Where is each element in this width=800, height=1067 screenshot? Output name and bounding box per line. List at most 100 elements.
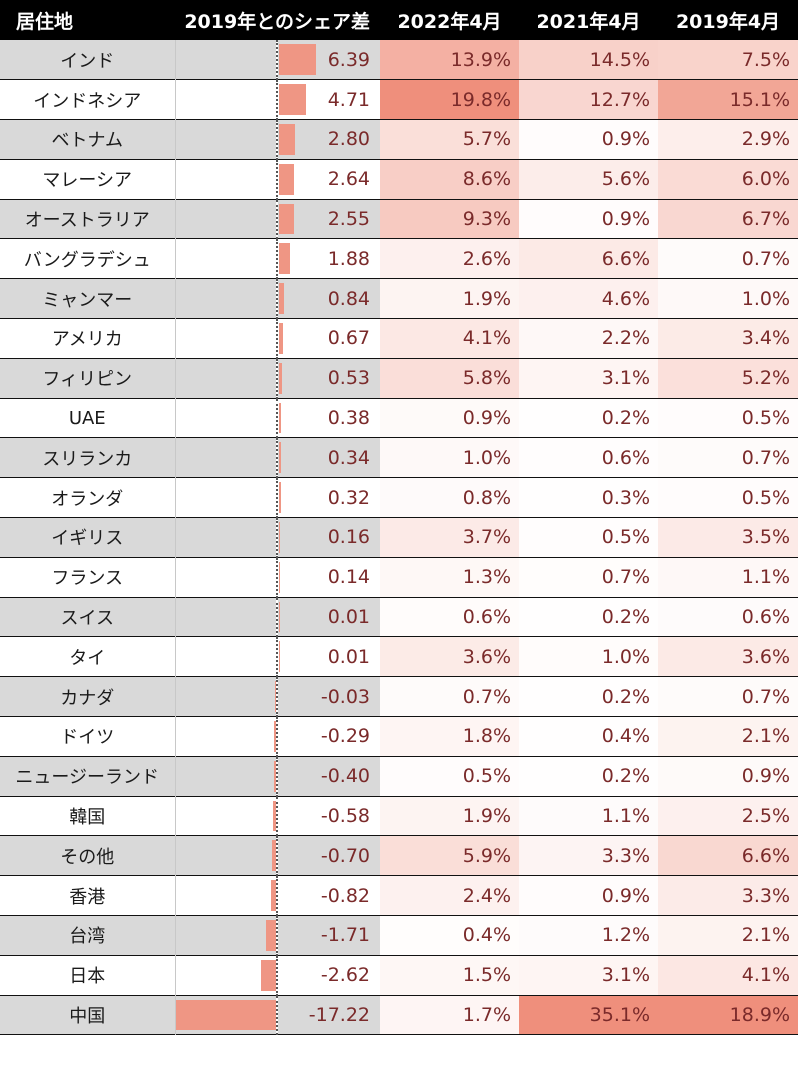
diff-bar <box>279 522 280 553</box>
share-cell-y2019: 0.6% <box>658 597 799 637</box>
country-cell: UAE <box>0 398 176 438</box>
share-cell-y2019: 0.7% <box>658 238 799 279</box>
diff-value: 0.53 <box>327 367 371 390</box>
diff-value: -0.29 <box>320 725 371 748</box>
country-cell: 日本 <box>0 955 176 996</box>
header-country[interactable]: 居住地 <box>16 10 74 33</box>
share-cell-y2019: 2.1% <box>658 716 799 757</box>
diff-cell: 2.55 <box>277 199 381 239</box>
diff-bar-cell <box>175 199 278 239</box>
diff-bar-cell <box>175 119 278 160</box>
diff-bar <box>279 323 283 354</box>
share-cell-y2021: 5.6% <box>519 159 659 200</box>
share-cell-y2022: 13.9% <box>380 40 520 80</box>
header-diff[interactable]: 2019年とのシェア差 <box>184 10 371 33</box>
diff-cell: -0.58 <box>277 796 380 836</box>
diff-bar <box>266 920 276 951</box>
diff-value: 4.71 <box>327 88 371 111</box>
share-cell-y2022: 0.5% <box>380 756 520 797</box>
diff-bar <box>273 760 276 792</box>
share-cell-y2022: 5.7% <box>380 119 520 160</box>
share-table: 居住地 2019年とのシェア差 2022年4月 2021年4月 2019年4月 … <box>0 0 799 1035</box>
diff-value: 1.88 <box>327 247 371 270</box>
diff-cell: 0.34 <box>277 437 381 478</box>
country-cell: マレーシア <box>0 159 176 200</box>
diff-bar-cell <box>175 477 278 518</box>
diff-value: -0.40 <box>320 765 371 788</box>
country-cell: 台湾 <box>0 915 176 956</box>
diff-bar <box>271 880 276 912</box>
share-cell-y2019: 0.7% <box>658 437 799 478</box>
share-cell-y2021: 35.1% <box>519 995 659 1035</box>
share-cell-y2019: 6.0% <box>658 159 799 200</box>
diff-bar <box>279 482 281 514</box>
share-cell-y2022: 0.4% <box>380 915 520 956</box>
diff-bar-cell <box>175 756 278 797</box>
diff-value: 0.38 <box>327 407 371 430</box>
share-cell-y2022: 4.1% <box>380 318 520 359</box>
header-2022[interactable]: 2022年4月 <box>397 10 502 33</box>
diff-value: 2.80 <box>327 128 371 151</box>
diff-cell: 6.39 <box>277 40 381 80</box>
country-cell: 中国 <box>0 995 176 1035</box>
share-cell-y2022: 1.7% <box>380 995 520 1035</box>
header-2019[interactable]: 2019年4月 <box>675 10 781 33</box>
diff-bar-cell <box>175 955 278 996</box>
share-cell-y2021: 4.6% <box>519 278 659 319</box>
share-cell-y2019: 18.9% <box>658 995 799 1035</box>
diff-cell: -0.29 <box>277 717 380 757</box>
share-cell-y2021: 1.2% <box>519 915 659 956</box>
diff-cell: -17.22 <box>277 995 381 1035</box>
diff-value: 0.16 <box>327 526 371 549</box>
country-cell: タイ <box>0 636 176 677</box>
table-row: カナダ -0.03 0.7% 0.2% 0.7% <box>0 676 799 717</box>
diff-value: -17.22 <box>308 1004 371 1027</box>
share-cell-y2021: 0.4% <box>519 716 659 757</box>
diff-bar-cell <box>175 159 278 200</box>
table-row: タイ 0.01 3.6% 1.0% 3.6% <box>0 636 799 677</box>
table-row: イギリス 0.16 3.7% 0.5% 3.5% <box>0 517 799 558</box>
table-row: ドイツ -0.29 1.8% 0.4% 2.1% <box>0 716 799 757</box>
diff-cell: 0.84 <box>277 278 381 319</box>
country-cell: カナダ <box>0 676 176 717</box>
diff-bar <box>279 561 280 593</box>
country-cell: オランダ <box>0 477 176 518</box>
country-cell: インド <box>0 40 176 80</box>
share-cell-y2019: 4.1% <box>658 955 799 996</box>
diff-bar <box>176 999 276 1031</box>
diff-bar-cell <box>175 40 278 80</box>
share-cell-y2022: 0.6% <box>380 597 520 637</box>
table-row: その他 -0.70 5.9% 3.3% 6.6% <box>0 835 799 876</box>
share-cell-y2021: 2.2% <box>519 318 659 359</box>
share-cell-y2021: 0.9% <box>519 875 659 916</box>
share-cell-y2021: 0.3% <box>519 477 659 518</box>
table-row: スリランカ 0.34 1.0% 0.6% 0.7% <box>0 437 799 478</box>
diff-cell: -2.62 <box>277 955 380 995</box>
header-2021[interactable]: 2021年4月 <box>536 10 641 33</box>
diff-cell: 0.01 <box>277 597 381 637</box>
diff-value: 2.55 <box>327 208 371 231</box>
table-row: インドネシア 4.71 19.8% 12.7% 15.1% <box>0 79 799 120</box>
diff-bar-cell <box>175 716 278 757</box>
country-cell: フィリピン <box>0 358 176 399</box>
share-cell-y2022: 0.7% <box>380 676 520 717</box>
share-cell-y2021: 0.2% <box>519 756 659 797</box>
diff-bar-cell <box>175 597 278 637</box>
header-row: 居住地 2019年とのシェア差 2022年4月 2021年4月 2019年4月 <box>0 0 799 40</box>
diff-bar <box>279 283 284 315</box>
diff-bar <box>279 203 294 235</box>
diff-cell: 0.38 <box>277 398 380 438</box>
diff-bar-cell <box>175 557 278 598</box>
table-body: インド 6.39 13.9% 14.5% 7.5% インドネシア 4.71 19.8% 12.7… <box>0 40 799 1035</box>
diff-bar-cell <box>175 398 278 438</box>
share-cell-y2021: 0.9% <box>519 119 659 160</box>
diff-bar <box>275 681 276 713</box>
diff-cell: -0.70 <box>277 835 381 876</box>
diff-bar-cell <box>175 676 278 717</box>
share-cell-y2021: 0.2% <box>519 597 659 637</box>
share-cell-y2022: 5.8% <box>380 358 520 399</box>
share-cell-y2022: 2.4% <box>380 875 520 916</box>
share-cell-y2019: 0.9% <box>658 756 799 797</box>
share-cell-y2022: 0.8% <box>380 477 520 518</box>
table-row: アメリカ 0.67 4.1% 2.2% 3.4% <box>0 318 799 359</box>
